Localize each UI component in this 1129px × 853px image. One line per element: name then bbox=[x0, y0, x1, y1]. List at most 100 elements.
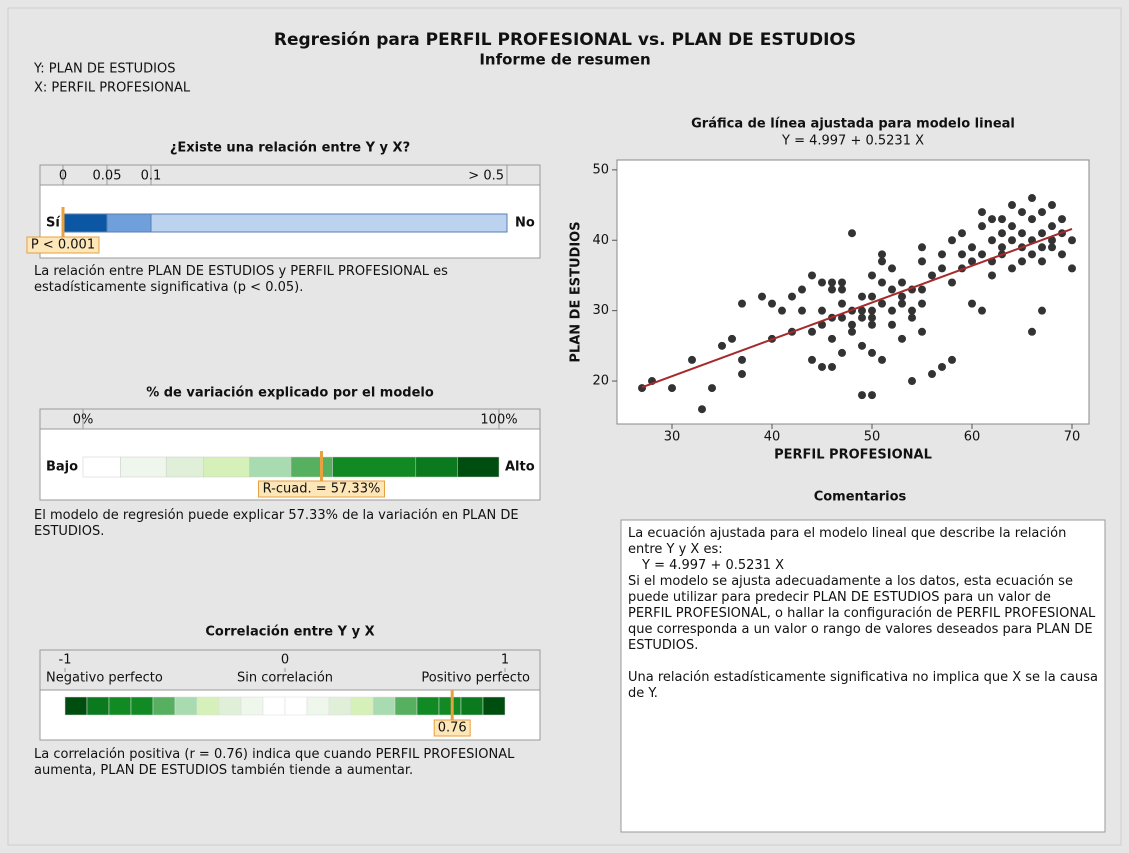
point bbox=[958, 229, 966, 238]
bar-segment bbox=[108, 696, 132, 716]
point bbox=[828, 278, 836, 287]
marker-box bbox=[257, 480, 385, 498]
point bbox=[858, 391, 866, 400]
point bbox=[928, 370, 936, 379]
point bbox=[818, 306, 826, 315]
point bbox=[878, 299, 886, 308]
paragraph: Si el modelo se ajusta adecuadamente a l… bbox=[628, 574, 1096, 653]
point bbox=[838, 285, 846, 294]
point bbox=[768, 299, 776, 308]
point bbox=[1038, 229, 1046, 238]
bar-segment bbox=[332, 456, 417, 478]
point bbox=[878, 278, 886, 287]
point bbox=[968, 243, 976, 252]
point bbox=[838, 299, 846, 308]
point bbox=[818, 278, 826, 287]
point bbox=[728, 334, 736, 343]
bar-segment bbox=[64, 696, 88, 716]
point bbox=[808, 327, 816, 336]
point bbox=[1058, 215, 1066, 224]
point bbox=[898, 299, 906, 308]
point bbox=[798, 306, 806, 315]
x-tick-label: 70 bbox=[1064, 430, 1081, 445]
bar-segment bbox=[196, 696, 220, 716]
point bbox=[978, 306, 986, 315]
point bbox=[948, 236, 956, 245]
point bbox=[1038, 306, 1046, 315]
scale-label: -1 bbox=[59, 653, 72, 668]
scale-label: 0 bbox=[59, 169, 67, 184]
fit-line bbox=[641, 227, 1073, 389]
point bbox=[888, 306, 896, 315]
equation: Y = 4.997 + 0.5231 X bbox=[642, 558, 784, 573]
comment-box bbox=[620, 519, 1106, 833]
bar-segment bbox=[415, 456, 458, 478]
point bbox=[718, 341, 726, 350]
point bbox=[1008, 236, 1016, 245]
point bbox=[868, 271, 876, 280]
panel-header bbox=[39, 649, 541, 691]
point bbox=[828, 362, 836, 371]
chart-subtitle: Y = 4.997 + 0.5231 X bbox=[781, 134, 924, 149]
bar-segment bbox=[306, 696, 330, 716]
bar-segment bbox=[249, 456, 292, 478]
paragraph: Una relación estadísticamente significat… bbox=[628, 670, 1098, 701]
point bbox=[948, 278, 956, 287]
point bbox=[788, 292, 796, 301]
bar-segment bbox=[120, 456, 167, 478]
point bbox=[938, 250, 946, 259]
y-tick-label: 30 bbox=[592, 303, 609, 318]
point bbox=[918, 257, 926, 266]
point bbox=[1048, 236, 1056, 245]
point bbox=[1048, 201, 1056, 210]
point bbox=[868, 391, 876, 400]
point bbox=[868, 313, 876, 322]
marker-label: 0.76 bbox=[438, 721, 467, 736]
point bbox=[858, 306, 866, 315]
bar-segment bbox=[62, 213, 108, 233]
point bbox=[698, 405, 706, 414]
bar-segment bbox=[165, 456, 204, 478]
point bbox=[828, 334, 836, 343]
x-tick-label: 30 bbox=[664, 430, 681, 445]
point bbox=[978, 250, 986, 259]
point bbox=[668, 384, 676, 393]
point bbox=[998, 243, 1006, 252]
point bbox=[938, 362, 946, 371]
point bbox=[778, 306, 786, 315]
left-label: Sí bbox=[46, 216, 61, 231]
bar-segment bbox=[457, 456, 500, 478]
point bbox=[858, 341, 866, 350]
point bbox=[828, 285, 836, 294]
point bbox=[838, 278, 846, 287]
point bbox=[1068, 264, 1076, 273]
text: El modelo de regresión puede explicar 57… bbox=[34, 508, 519, 539]
point bbox=[858, 292, 866, 301]
point bbox=[898, 334, 906, 343]
point bbox=[1048, 222, 1056, 231]
marker-box bbox=[433, 719, 471, 737]
panel-header bbox=[39, 164, 541, 186]
point bbox=[868, 320, 876, 329]
bar-segment bbox=[394, 696, 418, 716]
subtitle: Informe de resumen bbox=[479, 51, 650, 69]
y-tick-label: 20 bbox=[592, 374, 609, 389]
point bbox=[1048, 243, 1056, 252]
plot-area bbox=[616, 159, 1090, 425]
point bbox=[878, 250, 886, 259]
bar-segment bbox=[262, 696, 286, 716]
point bbox=[868, 306, 876, 315]
point bbox=[808, 271, 816, 280]
point bbox=[918, 243, 926, 252]
text: La relación entre PLAN DE ESTUDIOS y PER… bbox=[34, 264, 448, 295]
point bbox=[908, 377, 916, 386]
point bbox=[738, 299, 746, 308]
point bbox=[938, 264, 946, 273]
point bbox=[948, 355, 956, 364]
scale-label: > 0.5 bbox=[468, 169, 504, 184]
bar-segment bbox=[284, 696, 308, 716]
paragraph: La ecuación ajustada para el modelo line… bbox=[628, 526, 1067, 557]
x-def: X: PERFIL PROFESIONAL bbox=[34, 81, 191, 96]
point bbox=[928, 271, 936, 280]
point bbox=[1038, 243, 1046, 252]
